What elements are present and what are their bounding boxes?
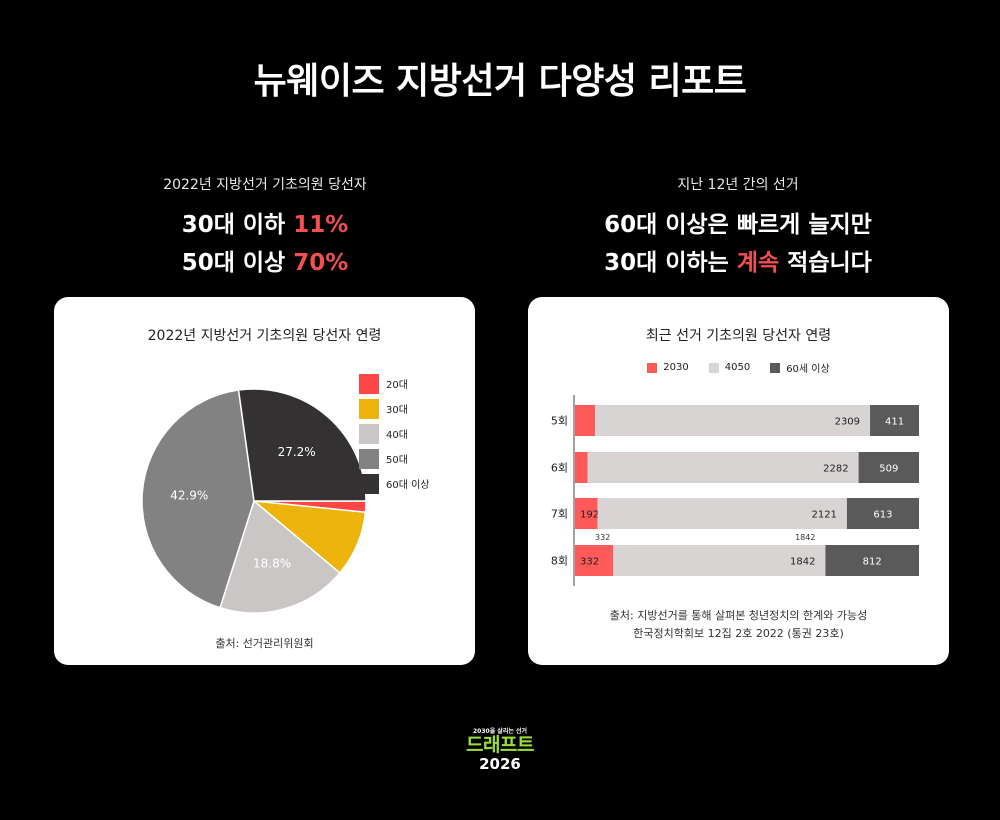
pie-slice-3 — [141, 389, 255, 609]
bar-legend-label-1: 4050 — [724, 362, 751, 373]
bar-legend-label-0: 2030 — [663, 362, 689, 373]
pie-legend-label-0: 20대 — [386, 380, 408, 391]
over50-label: 50대 이상 — [181, 250, 294, 276]
bar-category-label-2: 7회 — [551, 508, 568, 521]
bar-extra-annotation-0: 332 — [595, 533, 610, 542]
bar-legend-label-2: 60세 이상 — [786, 364, 830, 375]
line2-highlight: 계속 — [736, 250, 780, 276]
bar-segment-3-0 — [575, 545, 614, 576]
right-summary: 지난 12년 간의 선거 60대 이상은 빠르게 늘지만 30대 이하는 계속 … — [528, 174, 948, 282]
pie-source: 출처: 선거관리위원회 — [215, 637, 314, 650]
bar-legend-item-2: 60세 이상 — [770, 360, 830, 375]
bar-segment-0-2 — [870, 405, 919, 436]
stacked-bar-chart: 5회16823094116회10722825097회19221216138회33… — [551, 395, 919, 586]
pie-data-label-3: 42.9% — [170, 488, 208, 502]
bar-segment-3-1 — [613, 545, 826, 576]
bar-value-label-3-2: 812 — [863, 557, 882, 568]
left-summary: 2022년 지방선거 기초의원 당선자 30대 이하 11% 50대 이상 70… — [55, 174, 475, 282]
pie-legend-swatch-0 — [359, 373, 379, 394]
bar-category-label-1: 6회 — [551, 462, 568, 475]
line2-prefix: 30대 이하는 — [604, 250, 737, 276]
headline-line-over50: 50대 이상 70% — [55, 244, 475, 282]
right-headline: 60대 이상은 빠르게 늘지만 30대 이하는 계속 적습니다 — [528, 206, 948, 282]
bar-category-label-0: 5회 — [551, 415, 568, 428]
right-headline-line2: 30대 이하는 계속 적습니다 — [528, 244, 948, 282]
pie-chart-title: 2022년 지방선거 기초의원 당선자 연령 — [147, 328, 382, 344]
pie-legend-label-4: 60대 이상 — [386, 480, 430, 491]
bar-source-line2: 한국정치학회보 12집 2호 2022 (통권 23호) — [633, 627, 844, 640]
bar-segment-0-0 — [575, 405, 596, 436]
bar-segment-1-1 — [587, 452, 859, 483]
bar-value-label-1-1: 2282 — [823, 464, 848, 475]
under30-value: 11% — [293, 212, 349, 238]
right-headline-line1: 60대 이상은 빠르게 늘지만 — [604, 212, 872, 238]
bar-legend-item-1: 4050 — [708, 360, 751, 375]
pie-data-label-2: 18.8% — [253, 556, 291, 570]
pie-legend-swatch-3 — [359, 448, 379, 469]
logo-tagline: 2030을 살리는 선거 — [473, 728, 527, 735]
bar-extra-annotation-1: 1842 — [795, 533, 815, 542]
pie-legend-swatch-4 — [359, 473, 379, 494]
bar-value-label-3-0: 332 — [580, 557, 599, 568]
bar-segment-3-2 — [825, 545, 919, 576]
left-headline: 30대 이하 11% 50대 이상 70% — [55, 206, 475, 282]
bar-value-label-2-1: 2121 — [811, 510, 836, 521]
bar-legend-swatch-0 — [647, 362, 658, 373]
bar-segment-2-2 — [846, 498, 919, 529]
pie-chart-card: 2022년 지방선거 기초의원 당선자 연령 18.8% 42.9% 27.2% 2… — [54, 297, 475, 665]
bar-segment-1-0 — [575, 452, 588, 483]
pie-slice-2 — [219, 499, 341, 614]
bar-segment-0-1 — [595, 405, 871, 436]
pie-legend-item-1: 30대 — [359, 396, 430, 421]
over50-value: 70% — [293, 250, 349, 276]
pie-data-label-4: 27.2% — [278, 445, 316, 459]
pie-legend-item-0: 20대 — [359, 371, 430, 396]
bar-segment-2-1 — [597, 498, 847, 529]
bar-chart-title: 최근 선거 기초의원 당선자 연령 — [645, 328, 832, 344]
bar-legend-swatch-2 — [770, 362, 781, 373]
under30-label: 30대 이하 — [181, 212, 294, 238]
bar-value-label-2-2: 613 — [873, 510, 892, 521]
pie-legend-swatch-1 — [359, 398, 379, 419]
bar-legend-item-0: 2030 — [647, 360, 689, 375]
bar-value-label-0-2: 411 — [885, 417, 904, 428]
pie-legend-swatch-2 — [359, 423, 379, 444]
logo-name: 드래프트 — [466, 734, 534, 756]
pie-legend: 20대 30대 40대 50대 60대 이상 — [359, 371, 430, 496]
bar-value-label-2-0: 192 — [580, 510, 599, 521]
bar-segment-1-2 — [858, 452, 919, 483]
pie-legend-item-3: 50대 — [359, 446, 430, 471]
page-title: 뉴웨이즈 지방선거 다양성 리포트 — [253, 61, 747, 102]
bar-legend: 2030 4050 60세 이상 — [528, 360, 949, 375]
right-subtitle: 지난 12년 간의 선거 — [677, 177, 799, 193]
line2-suffix: 적습니다 — [779, 250, 872, 276]
bar-category-label-3: 8회 — [551, 555, 568, 568]
bar-value-label-0-1: 2309 — [835, 417, 860, 428]
pie-legend-item-4: 60대 이상 — [359, 471, 430, 496]
bar-segment-2-0 — [575, 498, 598, 529]
pie-legend-label-1: 30대 — [386, 405, 408, 416]
bar-source: 출처: 지방선거를 통해 살펴본 청년정치의 한계와 가능성 한국정치학회보 1… — [528, 607, 949, 643]
logo-year: 2026 — [479, 755, 521, 773]
pie-legend-item-2: 40대 — [359, 421, 430, 446]
headline-line-under30: 30대 이하 11% — [55, 206, 475, 244]
pie-chart: 18.8% 42.9% 27.2% — [141, 388, 367, 614]
bar-source-line1: 출처: 지방선거를 통해 살펴본 청년정치의 한계와 가능성 — [609, 609, 868, 622]
bar-legend-swatch-1 — [708, 362, 719, 373]
pie-legend-label-2: 40대 — [386, 430, 408, 441]
bar-value-label-3-1: 1842 — [790, 557, 815, 568]
pie-legend-label-3: 50대 — [386, 455, 408, 466]
left-subtitle: 2022년 지방선거 기초의원 당선자 — [163, 177, 367, 193]
bar-value-label-1-2: 509 — [879, 464, 898, 475]
draft-2026-logo: 2030을 살리는 선거 드래프트 2026 — [455, 726, 545, 772]
